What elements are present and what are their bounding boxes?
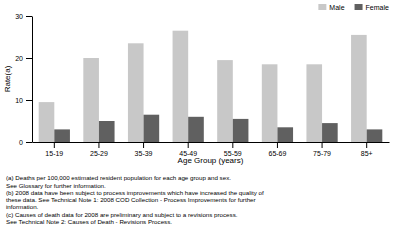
- bar: [54, 129, 70, 142]
- y-tick-label: 10: [15, 97, 23, 104]
- bar: [277, 127, 293, 142]
- chart: 0 10 20 30 15-19 25-29 35-39 45-49 55-59 65-69 75-…: [0, 0, 397, 227]
- bar: [217, 60, 233, 142]
- x-tick: 45-49: [179, 142, 197, 157]
- bar: [173, 31, 189, 142]
- bar: [262, 64, 278, 142]
- y-tick: 20: [15, 55, 32, 62]
- legend-label: Male: [329, 4, 344, 11]
- x-tick-mark: [366, 142, 367, 148]
- bar: [83, 58, 99, 142]
- footnote: See Technical Note 2: Causes of Death - …: [6, 218, 172, 225]
- legend: Male Female: [318, 4, 389, 11]
- bar: [322, 123, 338, 142]
- legend-item: Female: [355, 4, 389, 11]
- x-tick-mark: [232, 142, 233, 148]
- x-tick-label: 85+: [361, 150, 373, 157]
- footnote: these data. See Technical Note 1: 2008 C…: [6, 196, 256, 203]
- bar: [306, 64, 322, 142]
- y-axis-line: [32, 17, 33, 143]
- x-tick: 85+: [361, 142, 373, 157]
- footnotes: (a) Deaths per 100,000 estimated residen…: [6, 174, 264, 225]
- x-tick-mark: [188, 142, 189, 148]
- x-tick-label: 35-39: [135, 150, 153, 157]
- y-tick-label: 20: [15, 55, 23, 62]
- x-tick-label: 75-79: [313, 150, 331, 157]
- y-tick-mark: [26, 16, 32, 17]
- x-axis-title: Age Group (years): [178, 156, 244, 165]
- bar: [367, 129, 383, 142]
- y-tick-mark: [26, 142, 32, 143]
- x-axis-line: [33, 142, 390, 143]
- legend-item: Male: [318, 4, 344, 11]
- bar: [144, 115, 160, 142]
- y-tick-label: 30: [15, 13, 23, 20]
- bar: [99, 121, 115, 142]
- footnote: (b) 2008 data have been subject to proce…: [6, 189, 264, 196]
- x-tick: 55-59: [224, 142, 242, 157]
- y-tick-mark: [26, 58, 32, 59]
- footnote: information.: [6, 203, 39, 210]
- y-tick: 10: [15, 97, 32, 104]
- x-tick-mark: [322, 142, 323, 148]
- x-axis: 15-19 25-29 35-39 45-49 55-59 65-69 75-79 85+: [33, 142, 390, 157]
- x-tick-mark: [54, 142, 55, 148]
- footnote: (a) Deaths per 100,000 estimated residen…: [6, 174, 231, 181]
- footnote: (c) Causes of death data for 2008 are pr…: [6, 211, 238, 218]
- x-tick-label: 15-19: [45, 150, 63, 157]
- x-tick-label: 65-69: [268, 150, 286, 157]
- y-tick: 30: [15, 13, 32, 20]
- x-tick: 75-79: [313, 142, 331, 157]
- legend-swatch: [318, 4, 326, 10]
- series-bars: [39, 31, 367, 142]
- bar: [233, 119, 249, 142]
- y-tick: 0: [19, 139, 32, 146]
- x-tick: 65-69: [268, 142, 286, 157]
- x-tick-label: 25-29: [90, 150, 108, 157]
- y-axis: 0 10 20 30: [15, 13, 32, 146]
- bar: [128, 43, 144, 142]
- plot: 0 10 20 30 15-19 25-29 35-39 45-49 55-59 65-69 75-…: [3, 13, 390, 165]
- x-tick-mark: [98, 142, 99, 148]
- bar: [188, 117, 204, 142]
- x-tick: 15-19: [45, 142, 63, 157]
- legend-label: Female: [366, 4, 389, 11]
- y-tick-mark: [26, 100, 32, 101]
- y-axis-title: Rate(a): [3, 65, 12, 92]
- bar: [351, 35, 367, 142]
- legend-swatch: [355, 4, 363, 10]
- x-tick: 25-29: [90, 142, 108, 157]
- bar: [39, 102, 55, 142]
- x-tick-mark: [277, 142, 278, 148]
- x-tick-mark: [143, 142, 144, 148]
- y-tick-label: 0: [19, 139, 23, 146]
- x-tick: 35-39: [135, 142, 153, 157]
- footnote: See Glossary for further information.: [6, 182, 106, 189]
- series-bars: [54, 115, 382, 142]
- bars: [39, 31, 383, 142]
